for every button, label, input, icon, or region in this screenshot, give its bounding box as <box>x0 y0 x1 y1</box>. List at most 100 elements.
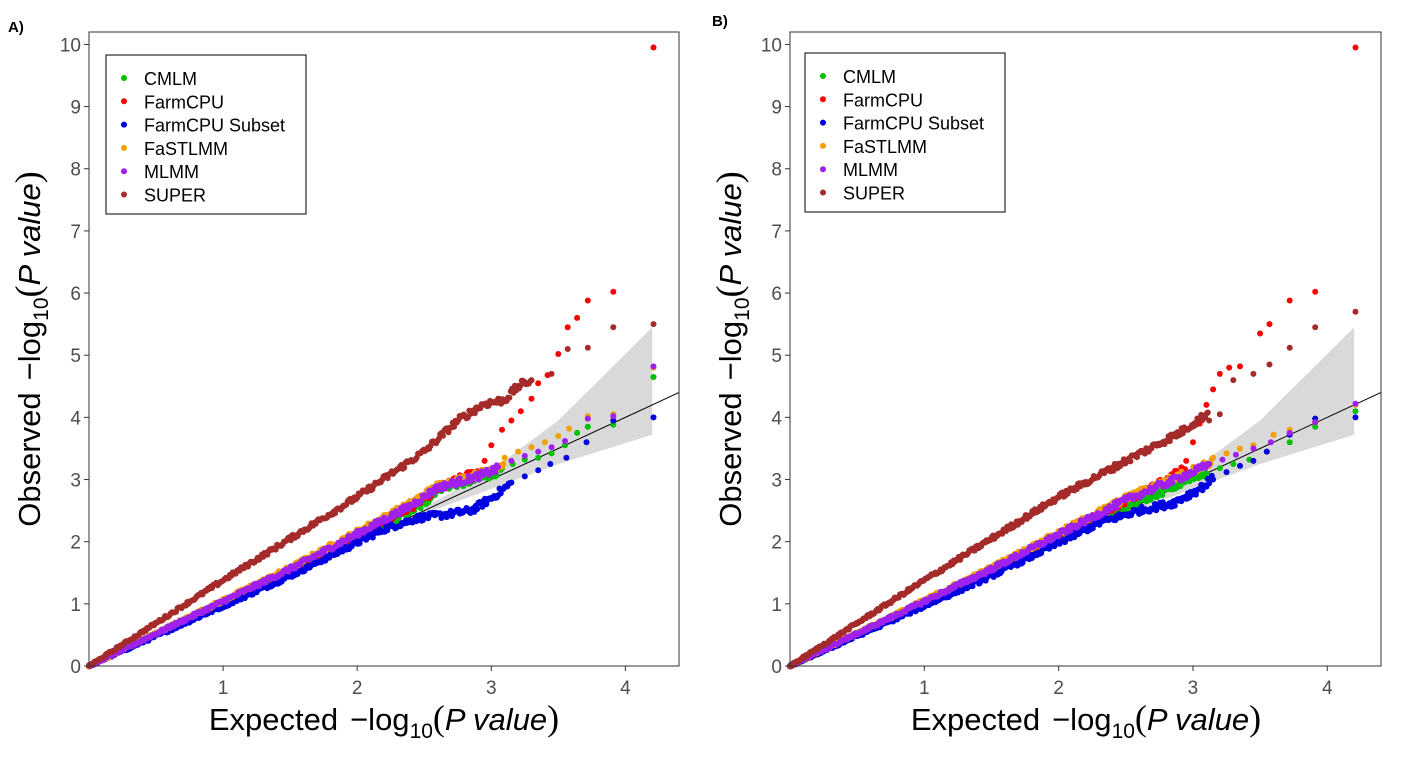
axis-label-sub: 10 <box>1112 720 1135 743</box>
data-point <box>1206 461 1213 467</box>
axis-label-inner: P value <box>445 702 547 737</box>
data-point <box>564 346 571 352</box>
y-tick-label: 6 <box>70 284 81 305</box>
data-point <box>528 395 535 402</box>
data-point <box>528 377 535 384</box>
data-point <box>501 454 508 461</box>
data-point <box>1223 450 1230 457</box>
data-point <box>548 444 555 451</box>
data-point <box>1192 491 1199 498</box>
data-point <box>475 476 482 483</box>
data-point <box>574 314 581 321</box>
data-point <box>1171 502 1178 509</box>
data-point <box>1183 457 1190 464</box>
data-point <box>1352 44 1359 51</box>
data-point <box>492 469 499 476</box>
y-tick-label: 0 <box>70 657 81 678</box>
data-point <box>517 382 524 389</box>
axis-label-close: ) <box>547 698 559 738</box>
data-point <box>1250 457 1257 464</box>
data-point <box>1190 439 1196 446</box>
panel-label: A) <box>8 19 24 36</box>
data-point <box>1223 469 1230 476</box>
data-point <box>440 432 446 439</box>
legend-entry: FarmCPU Subset <box>144 116 285 136</box>
legend-entry: CMLM <box>144 69 197 89</box>
x-axis-title: Expected −log10(P value) <box>209 698 559 743</box>
confidence-band <box>424 327 653 514</box>
y-axis-title: Observed −log10(P value) <box>8 171 53 527</box>
y-tick-label: 0 <box>771 657 782 678</box>
axis-label-inner: P value <box>713 183 748 285</box>
data-point <box>610 288 617 295</box>
y-tick-label: 10 <box>761 35 782 56</box>
data-point <box>562 442 568 449</box>
axis-label-prefix: Expected <box>209 702 338 737</box>
data-point <box>650 44 657 51</box>
data-point <box>456 475 463 482</box>
axis-label-close: ) <box>709 171 749 183</box>
data-point <box>610 413 617 420</box>
data-point <box>650 321 657 328</box>
data-point <box>1250 445 1257 452</box>
plot-border <box>789 31 1382 667</box>
data-point <box>401 464 408 471</box>
data-point <box>610 421 617 428</box>
y-tick-label: 7 <box>70 222 81 243</box>
legend-swatch <box>820 96 826 103</box>
legend: CMLM FarmCPU FarmCPU Subset FaSTLMM MLMM SUPE… <box>804 52 1006 213</box>
data-point <box>584 344 591 351</box>
legend-box <box>804 52 1006 213</box>
y-tick-label: 9 <box>771 98 782 119</box>
x-tick-label: 2 <box>1053 678 1064 699</box>
legend-swatch <box>820 142 826 149</box>
legend-swatch <box>121 75 127 81</box>
y-tick-label: 4 <box>70 408 81 429</box>
data-point <box>521 473 528 480</box>
y-tick-label: 1 <box>771 595 782 616</box>
legend-entry: FarmCPU <box>144 92 224 112</box>
data-point <box>1312 324 1319 331</box>
y-tick-label: 3 <box>70 471 81 492</box>
data-point <box>1352 400 1359 407</box>
legend-swatch <box>820 166 826 173</box>
data-point <box>564 324 571 331</box>
legend-entry: CMLM <box>843 67 896 87</box>
x-tick-label: 3 <box>1188 678 1199 699</box>
data-point <box>650 414 657 421</box>
data-point <box>508 417 515 424</box>
data-point <box>1159 492 1166 499</box>
data-point <box>500 461 507 467</box>
x-tick-label: 3 <box>486 678 497 699</box>
data-point <box>1270 431 1277 438</box>
data-point <box>517 408 524 415</box>
data-point <box>547 461 554 467</box>
data-point <box>1312 423 1319 430</box>
data-point <box>1312 419 1319 426</box>
axis-label-open: ( <box>433 698 445 738</box>
y-tick-label: 6 <box>771 284 782 305</box>
data-point <box>1127 458 1134 465</box>
data-point <box>508 479 515 486</box>
x-tick-label: 4 <box>1322 678 1333 699</box>
data-point <box>1210 386 1217 393</box>
axis-label-open: ( <box>8 286 48 298</box>
y-tick-label: 9 <box>70 98 81 119</box>
y-tick-label: 5 <box>771 346 782 367</box>
y-tick-label: 2 <box>70 533 81 554</box>
data-point <box>521 452 528 459</box>
data-point <box>481 457 488 464</box>
y-tick-label: 8 <box>70 160 81 181</box>
y-tick-label: 5 <box>70 346 81 367</box>
axis-label-close: ) <box>8 171 48 183</box>
data-point <box>495 464 501 471</box>
data-point <box>1266 361 1273 368</box>
data-point <box>1230 377 1237 384</box>
data-point <box>1237 445 1243 452</box>
data-point <box>1210 476 1217 483</box>
x-tick-label: 2 <box>352 678 363 699</box>
data-point <box>1203 470 1210 477</box>
